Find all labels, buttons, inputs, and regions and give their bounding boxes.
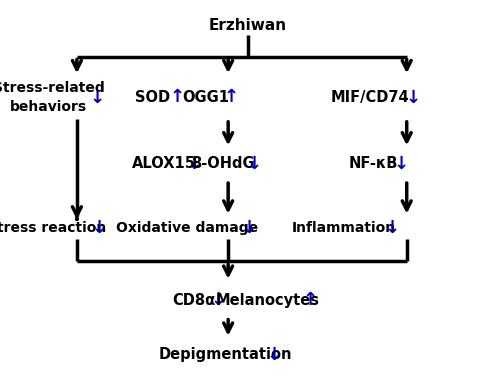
Text: ↓: ↓ [89,89,104,106]
Text: Oxidative damage: Oxidative damage [117,221,258,235]
Text: ↓: ↓ [211,291,226,309]
Text: Inflammation: Inflammation [292,221,396,235]
Text: ↑: ↑ [223,89,238,106]
Text: ↓: ↓ [247,155,261,173]
Text: NF-κB: NF-κB [348,156,398,171]
Text: behaviors: behaviors [10,100,87,114]
Text: ↓: ↓ [267,346,282,364]
Text: MIF/CD74: MIF/CD74 [330,90,409,105]
Text: Erzhiwan: Erzhiwan [209,18,287,33]
Text: CD8α: CD8α [172,293,215,308]
Text: ↓: ↓ [242,219,256,237]
Text: ↑: ↑ [303,291,317,309]
Text: 8-OHdG: 8-OHdG [191,156,255,171]
Text: Melanocytes: Melanocytes [216,293,320,308]
Text: ↓: ↓ [405,89,420,106]
Text: ↑: ↑ [170,89,185,106]
Text: ALOX15: ALOX15 [131,156,196,171]
Text: Depigmentation: Depigmentation [159,347,293,362]
Text: ↓: ↓ [384,219,399,237]
Text: ↓: ↓ [393,155,408,173]
Text: ↓: ↓ [187,155,202,173]
Text: OGG1: OGG1 [183,90,229,105]
Text: ↓: ↓ [92,219,107,237]
Text: Stress reaction: Stress reaction [0,221,106,235]
Text: Stress-related: Stress-related [0,81,105,95]
Text: SOD: SOD [135,90,170,105]
